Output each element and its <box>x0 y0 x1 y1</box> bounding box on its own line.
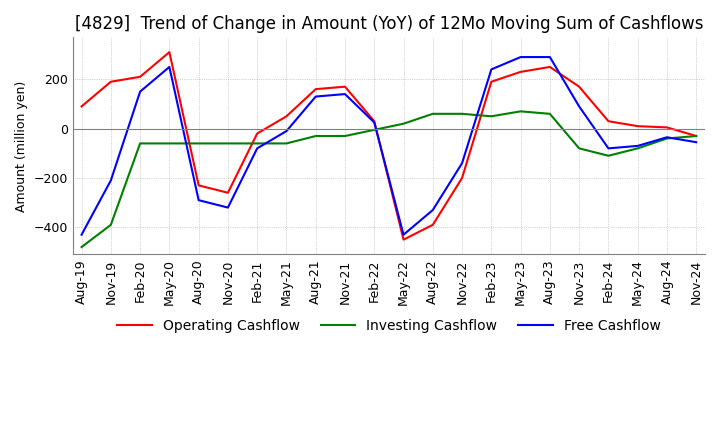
Free Cashflow <box>428 207 437 213</box>
Operating Cashflow <box>487 79 495 84</box>
Free Cashflow <box>165 64 174 70</box>
Investing Cashflow <box>107 222 115 227</box>
Free Cashflow <box>516 55 525 60</box>
Operating Cashflow <box>77 104 86 109</box>
Free Cashflow <box>312 94 320 99</box>
Operating Cashflow <box>516 69 525 74</box>
Operating Cashflow <box>224 190 233 195</box>
Free Cashflow <box>458 161 467 166</box>
Y-axis label: Amount (million yen): Amount (million yen) <box>15 80 28 212</box>
Investing Cashflow <box>253 141 261 146</box>
Investing Cashflow <box>312 133 320 139</box>
Free Cashflow <box>341 92 349 97</box>
Operating Cashflow <box>370 118 379 124</box>
Operating Cashflow <box>282 114 291 119</box>
Free Cashflow <box>370 120 379 125</box>
Operating Cashflow <box>341 84 349 89</box>
Investing Cashflow <box>136 141 145 146</box>
Legend: Operating Cashflow, Investing Cashflow, Free Cashflow: Operating Cashflow, Investing Cashflow, … <box>112 314 667 339</box>
Investing Cashflow <box>77 244 86 249</box>
Investing Cashflow <box>662 136 671 141</box>
Operating Cashflow <box>107 79 115 84</box>
Investing Cashflow <box>428 111 437 117</box>
Free Cashflow <box>224 205 233 210</box>
Investing Cashflow <box>341 133 349 139</box>
Investing Cashflow <box>458 111 467 117</box>
Free Cashflow <box>546 55 554 60</box>
Free Cashflow <box>194 198 203 203</box>
Investing Cashflow <box>692 133 701 139</box>
Investing Cashflow <box>399 121 408 126</box>
Operating Cashflow <box>194 183 203 188</box>
Free Cashflow <box>253 146 261 151</box>
Investing Cashflow <box>224 141 233 146</box>
Line: Free Cashflow: Free Cashflow <box>81 57 696 235</box>
Operating Cashflow <box>253 131 261 136</box>
Free Cashflow <box>634 143 642 149</box>
Title: [4829]  Trend of Change in Amount (YoY) of 12Mo Moving Sum of Cashflows: [4829] Trend of Change in Amount (YoY) o… <box>75 15 703 33</box>
Investing Cashflow <box>282 141 291 146</box>
Free Cashflow <box>136 89 145 94</box>
Operating Cashflow <box>662 125 671 130</box>
Investing Cashflow <box>546 111 554 117</box>
Operating Cashflow <box>428 222 437 227</box>
Free Cashflow <box>399 232 408 237</box>
Operating Cashflow <box>458 175 467 180</box>
Operating Cashflow <box>136 74 145 80</box>
Operating Cashflow <box>312 87 320 92</box>
Operating Cashflow <box>634 124 642 129</box>
Investing Cashflow <box>370 127 379 132</box>
Free Cashflow <box>282 128 291 134</box>
Free Cashflow <box>604 146 613 151</box>
Investing Cashflow <box>194 141 203 146</box>
Free Cashflow <box>77 232 86 237</box>
Operating Cashflow <box>692 133 701 139</box>
Free Cashflow <box>692 139 701 145</box>
Investing Cashflow <box>634 146 642 151</box>
Operating Cashflow <box>399 237 408 242</box>
Operating Cashflow <box>575 84 583 89</box>
Operating Cashflow <box>604 118 613 124</box>
Line: Investing Cashflow: Investing Cashflow <box>81 111 696 247</box>
Free Cashflow <box>107 178 115 183</box>
Line: Operating Cashflow: Operating Cashflow <box>81 52 696 240</box>
Investing Cashflow <box>604 153 613 158</box>
Operating Cashflow <box>546 64 554 70</box>
Investing Cashflow <box>575 146 583 151</box>
Investing Cashflow <box>516 109 525 114</box>
Free Cashflow <box>662 135 671 140</box>
Investing Cashflow <box>487 114 495 119</box>
Free Cashflow <box>575 104 583 109</box>
Free Cashflow <box>487 67 495 72</box>
Investing Cashflow <box>165 141 174 146</box>
Operating Cashflow <box>165 49 174 55</box>
